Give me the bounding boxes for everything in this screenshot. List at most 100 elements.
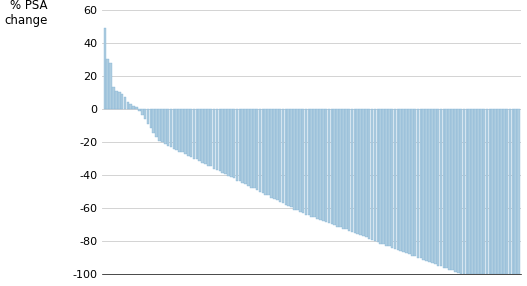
Bar <box>109 63 112 109</box>
Bar <box>354 109 356 233</box>
Bar <box>299 109 301 212</box>
Bar <box>106 59 109 109</box>
Bar <box>319 109 321 219</box>
Bar <box>178 109 181 152</box>
Bar <box>342 109 345 229</box>
Bar <box>368 109 370 239</box>
Bar <box>172 109 175 149</box>
Bar <box>216 109 218 170</box>
Bar <box>388 109 391 246</box>
Bar <box>247 109 250 186</box>
Bar <box>330 109 333 224</box>
Bar <box>419 109 422 258</box>
Bar <box>425 109 428 261</box>
Bar <box>305 109 307 215</box>
Bar <box>431 109 434 263</box>
Bar <box>130 104 132 109</box>
Bar <box>230 109 232 177</box>
Bar <box>486 109 488 275</box>
Bar <box>233 109 236 178</box>
Bar <box>225 109 227 174</box>
Y-axis label: % PSA
change: % PSA change <box>4 0 47 27</box>
Bar <box>138 109 141 111</box>
Bar <box>181 109 184 152</box>
Bar <box>440 109 442 266</box>
Bar <box>480 109 483 275</box>
Bar <box>518 109 520 275</box>
Bar <box>417 109 419 258</box>
Bar <box>124 97 126 109</box>
Bar <box>457 109 460 273</box>
Bar <box>310 109 313 217</box>
Bar <box>193 109 195 159</box>
Bar <box>477 109 480 275</box>
Bar <box>265 109 267 195</box>
Bar <box>308 109 310 215</box>
Bar <box>374 109 376 241</box>
Bar <box>256 109 258 190</box>
Bar <box>273 109 276 199</box>
Bar <box>276 109 279 200</box>
Bar <box>350 109 353 232</box>
Bar <box>322 109 325 221</box>
Bar <box>365 109 368 237</box>
Bar <box>463 109 465 275</box>
Bar <box>328 109 330 223</box>
Bar <box>245 109 247 184</box>
Bar <box>167 109 169 146</box>
Bar <box>290 109 293 207</box>
Bar <box>399 109 402 251</box>
Bar <box>121 94 123 109</box>
Bar <box>491 109 494 275</box>
Bar <box>348 109 350 231</box>
Bar <box>259 109 261 192</box>
Bar <box>241 109 244 183</box>
Bar <box>509 109 511 275</box>
Bar <box>506 109 509 275</box>
Bar <box>497 109 500 275</box>
Bar <box>454 109 457 272</box>
Bar <box>489 109 491 275</box>
Bar <box>474 109 477 275</box>
Bar <box>503 109 505 275</box>
Bar <box>253 109 256 188</box>
Bar <box>164 109 167 144</box>
Bar <box>221 109 224 174</box>
Bar <box>371 109 373 239</box>
Bar <box>379 109 382 244</box>
Bar <box>115 91 118 109</box>
Bar <box>362 109 365 237</box>
Bar <box>445 109 448 268</box>
Bar <box>483 109 485 275</box>
Bar <box>196 109 198 159</box>
Bar <box>296 109 299 210</box>
Bar <box>270 109 273 198</box>
Bar <box>471 109 474 275</box>
Bar <box>204 109 207 164</box>
Bar <box>250 109 253 188</box>
Bar <box>345 109 347 229</box>
Bar <box>359 109 362 235</box>
Bar <box>141 109 143 115</box>
Bar <box>210 109 212 166</box>
Bar <box>239 109 241 181</box>
Bar <box>423 109 425 260</box>
Bar <box>414 109 416 256</box>
Bar <box>385 109 388 246</box>
Bar <box>405 109 408 253</box>
Bar <box>382 109 385 244</box>
Bar <box>227 109 230 176</box>
Bar <box>293 109 296 210</box>
Bar <box>213 109 216 169</box>
Bar <box>144 109 147 119</box>
Bar <box>112 87 115 109</box>
Bar <box>325 109 327 222</box>
Bar <box>267 109 270 195</box>
Bar <box>514 109 517 275</box>
Bar <box>512 109 514 275</box>
Bar <box>285 109 287 205</box>
Bar <box>287 109 290 206</box>
Bar <box>434 109 436 264</box>
Bar <box>494 109 497 275</box>
Bar <box>302 109 305 213</box>
